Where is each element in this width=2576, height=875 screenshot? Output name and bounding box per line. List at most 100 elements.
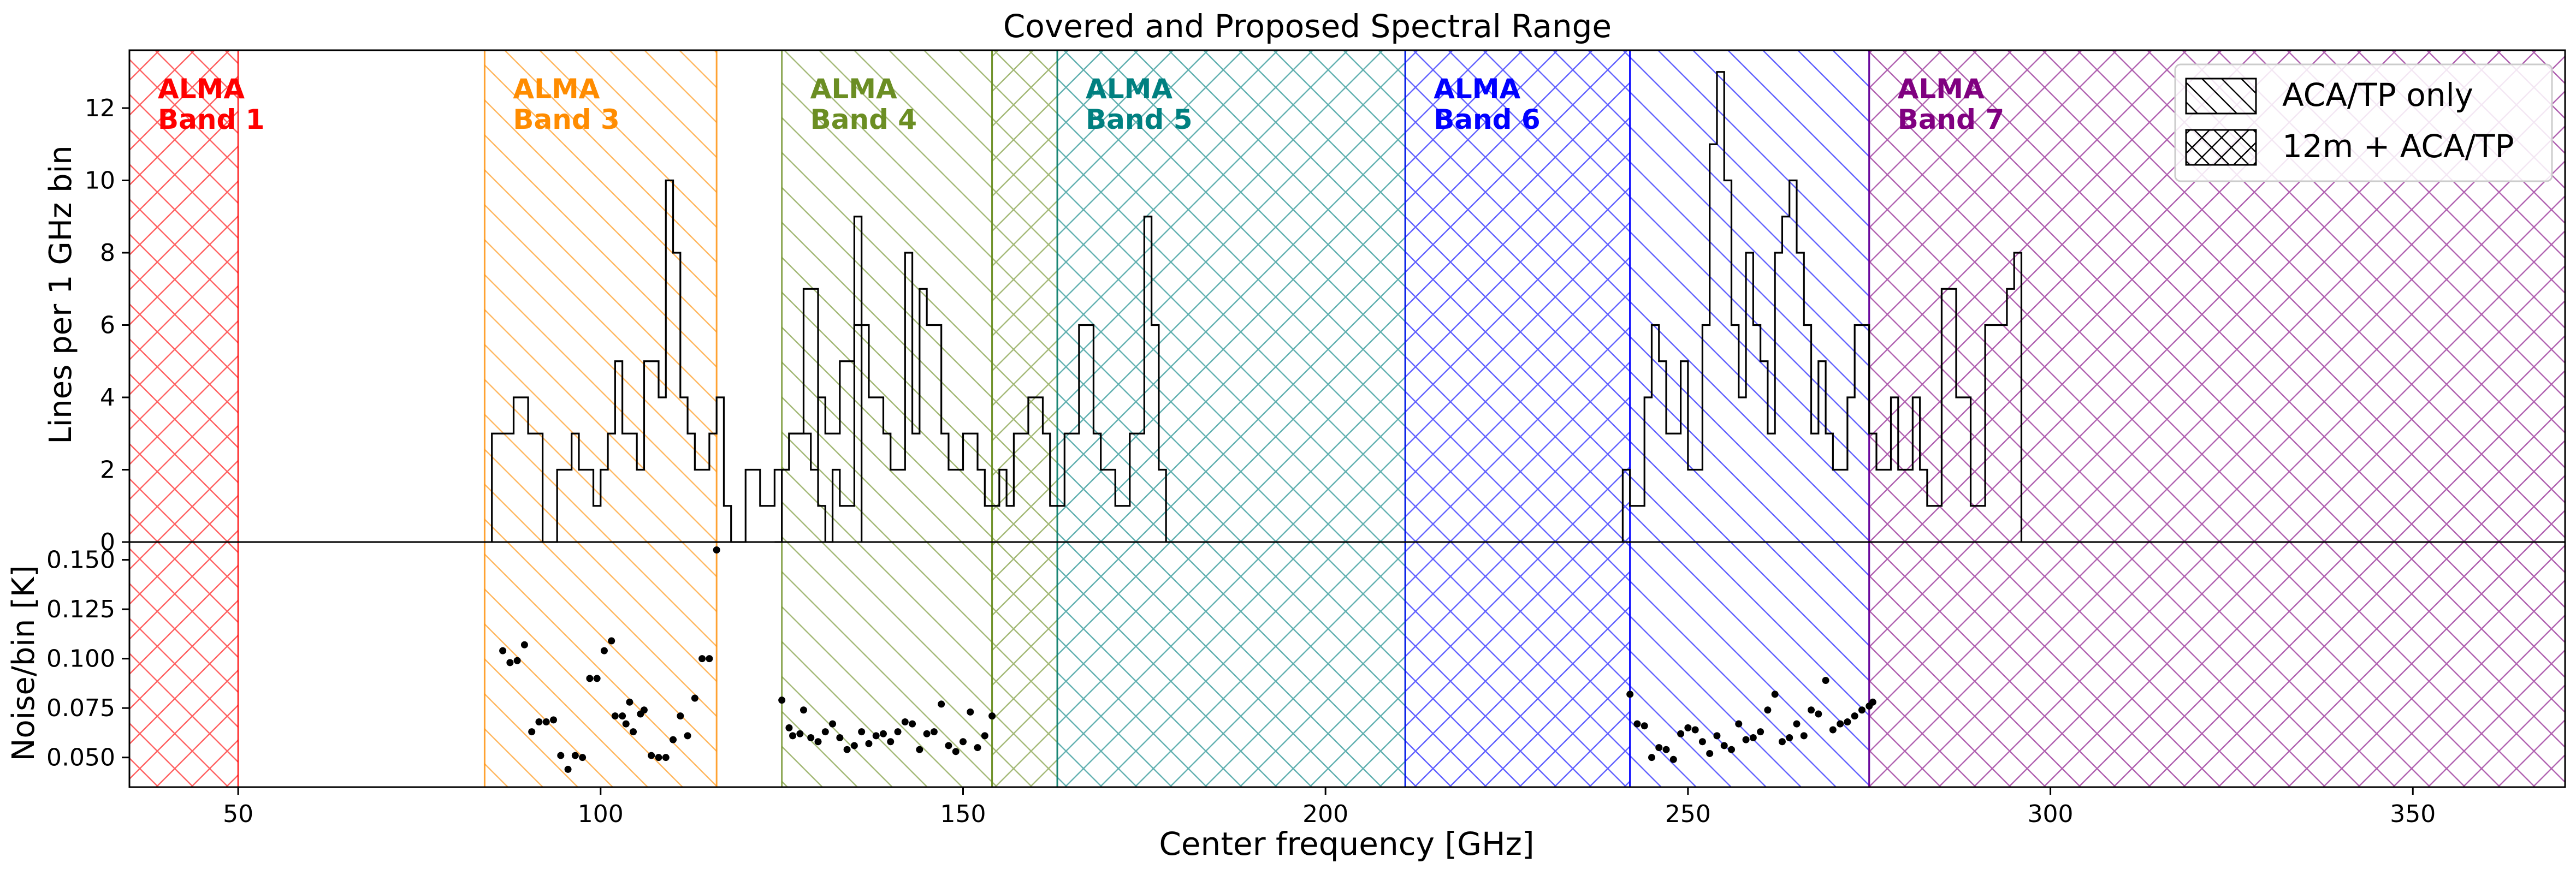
noise-point xyxy=(506,659,514,666)
noise-point xyxy=(626,698,633,706)
noise-point xyxy=(670,736,677,743)
band-label-band: Band 6 xyxy=(1434,104,1540,135)
noise-point xyxy=(713,546,720,553)
noise-point xyxy=(593,675,601,682)
x-tick-label: 350 xyxy=(2390,800,2436,828)
noise-point xyxy=(1662,746,1670,753)
top-y-tick-label: 4 xyxy=(100,384,115,412)
noise-point xyxy=(1829,726,1837,734)
noise-point xyxy=(571,752,579,759)
noise-point xyxy=(1851,712,1858,720)
noise-point xyxy=(829,720,837,728)
noise-point xyxy=(945,742,952,749)
noise-point xyxy=(1691,726,1699,734)
noise-point xyxy=(1648,754,1655,761)
noise-point xyxy=(1808,706,1815,714)
band-region-5-1 xyxy=(1405,50,1630,787)
noise-point xyxy=(520,641,528,648)
noise-point xyxy=(1633,720,1641,728)
line-count-histogram xyxy=(491,71,2023,543)
noise-point xyxy=(967,708,974,716)
noise-point xyxy=(630,728,637,736)
x-axis-label: Center frequency [GHz] xyxy=(1159,825,1534,862)
noise-point xyxy=(1793,720,1801,728)
noise-point xyxy=(858,728,866,736)
band-label-title: ALMA xyxy=(513,73,600,105)
noise-point xyxy=(1771,691,1779,698)
band-region-3-1 xyxy=(781,50,992,787)
band-label-title: ALMA xyxy=(810,73,897,105)
bottom-y-tick-label: 0.050 xyxy=(46,744,115,772)
bottom-y-tick-label: 0.075 xyxy=(46,694,115,722)
band-region-4-1 xyxy=(1057,50,1406,787)
noise-point xyxy=(542,718,550,726)
legend-label: 12m + ACA/TP xyxy=(2282,128,2514,165)
noise-point xyxy=(1641,722,1648,730)
noise-point xyxy=(691,694,698,702)
noise-point xyxy=(1742,736,1750,743)
legend-label: ACA/TP only xyxy=(2282,76,2473,114)
top-y-axis-label: Lines per 1 GHz bin xyxy=(43,145,79,444)
chart-title: Covered and Proposed Spectral Range xyxy=(1003,8,1612,45)
band-label-band: Band 7 xyxy=(1898,104,2004,135)
noise-point xyxy=(677,712,684,720)
histogram-segment-3 xyxy=(1621,71,2023,542)
noise-point xyxy=(1728,746,1736,753)
noise-point xyxy=(923,730,931,737)
noise-point xyxy=(916,746,923,753)
noise-point xyxy=(619,712,626,720)
axes: 50 100 150 200 250 300 350 0 2 4 6 8 10 12 0.050 0.075 0… xyxy=(46,49,2566,828)
noise-point xyxy=(586,675,594,682)
noise-point xyxy=(1837,720,1844,728)
legend-box xyxy=(2174,63,2553,182)
noise-point xyxy=(778,697,786,704)
noise-point xyxy=(1626,691,1634,698)
bottom-y-tick-label: 0.125 xyxy=(46,596,115,623)
band-label-title: ALMA xyxy=(158,73,245,105)
noise-point xyxy=(952,748,960,755)
noise-point xyxy=(622,720,630,728)
x-tick-label: 250 xyxy=(1665,800,1711,828)
noise-point xyxy=(662,754,670,761)
noise-point xyxy=(1655,744,1663,752)
noise-point xyxy=(930,728,938,736)
noise-point xyxy=(1800,732,1808,740)
top-y-tick-label: 0 xyxy=(100,528,115,556)
legend-swatch-single xyxy=(2185,78,2257,115)
noise-point xyxy=(640,706,648,714)
noise-point xyxy=(850,742,858,749)
noise-point xyxy=(655,754,662,761)
bottom-panel-frame xyxy=(128,541,2566,788)
noise-point xyxy=(1720,742,1728,749)
noise-point xyxy=(1669,755,1677,763)
bottom-y-tick-label: 0.150 xyxy=(46,546,115,574)
noise-point xyxy=(836,734,844,741)
noise-point xyxy=(988,712,996,720)
noise-point xyxy=(1757,728,1764,736)
noise-point xyxy=(1749,734,1757,741)
top-y-tick-label: 6 xyxy=(100,312,115,340)
noise-point xyxy=(1713,732,1721,740)
band-region-3-2 xyxy=(992,50,1058,787)
noise-point xyxy=(499,647,507,654)
band-label-band: Band 5 xyxy=(1086,104,1192,135)
noise-point xyxy=(1684,724,1692,731)
noise-point xyxy=(1735,720,1743,728)
noise-point xyxy=(1858,706,1866,714)
legend: ACA/TP only 12m + ACA/TP xyxy=(2174,63,2553,182)
noise-point xyxy=(706,655,713,663)
noise-point xyxy=(974,744,981,752)
x-tick-label: 100 xyxy=(578,800,624,828)
x-tick-label: 150 xyxy=(940,800,986,828)
noise-point xyxy=(1869,698,1876,706)
noise-point xyxy=(938,700,945,708)
noise-point xyxy=(807,734,815,741)
x-tick-label: 300 xyxy=(2028,800,2074,828)
noise-point xyxy=(959,738,967,746)
top-y-tick-label: 12 xyxy=(85,94,115,122)
noise-point xyxy=(1677,730,1685,737)
noise-point xyxy=(789,732,797,740)
noise-point xyxy=(796,730,804,737)
